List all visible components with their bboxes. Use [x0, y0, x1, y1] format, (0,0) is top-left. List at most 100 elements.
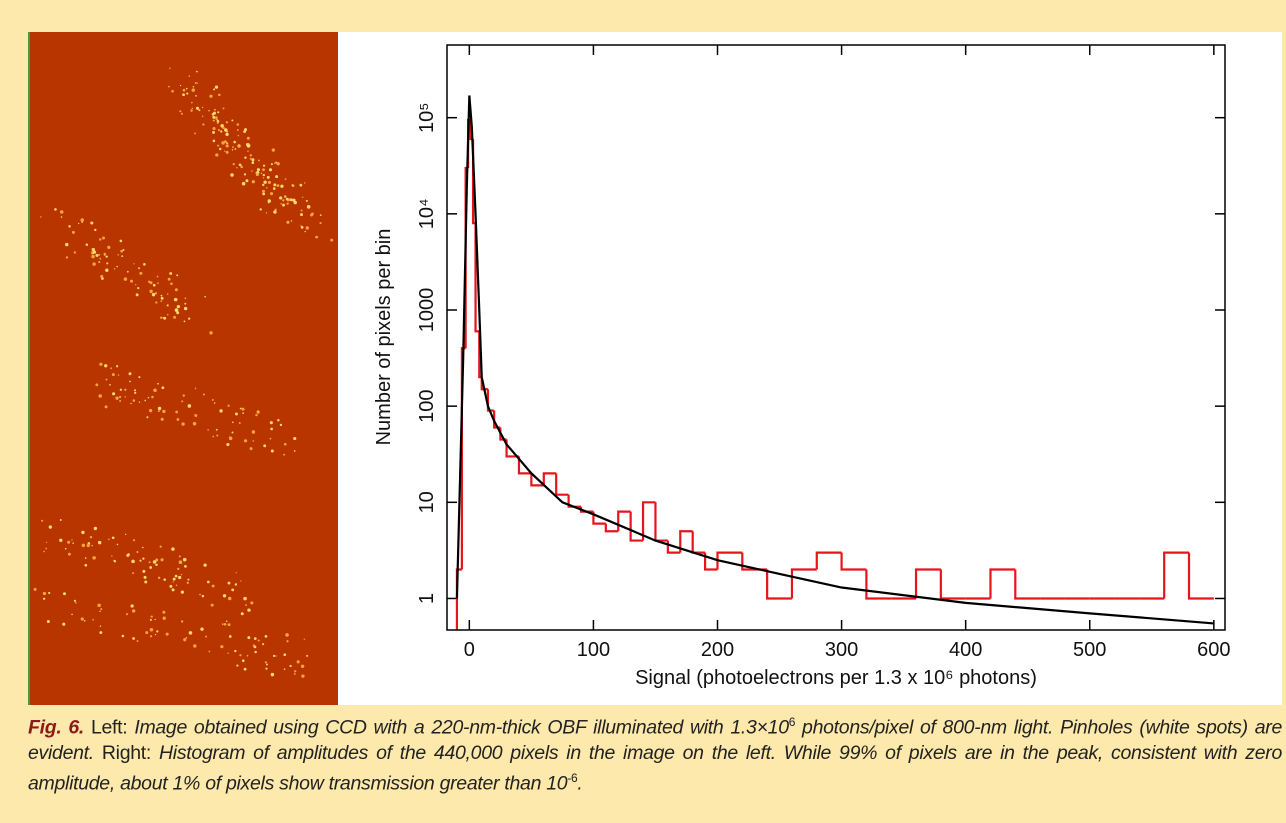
pinhole	[97, 540, 102, 545]
pinhole	[131, 609, 136, 613]
pinhole	[224, 128, 228, 132]
pinhole	[174, 574, 178, 578]
x-axis-label: Signal (photoelectrons per 1.3 x 10⁶ pho…	[635, 667, 1037, 689]
pinhole	[160, 417, 164, 421]
pinhole	[134, 284, 137, 286]
pinhole	[300, 664, 305, 669]
pinhole	[289, 198, 293, 202]
pinhole	[306, 205, 311, 209]
pinhole	[235, 412, 238, 416]
pinhole	[234, 148, 237, 150]
pinhole	[160, 294, 163, 297]
pinhole	[71, 613, 73, 616]
pinhole	[92, 250, 97, 254]
pinhole	[264, 661, 267, 664]
pinhole	[175, 410, 179, 414]
histogram-bin	[790, 568, 817, 599]
pinhole	[305, 199, 308, 202]
pinhole	[45, 541, 48, 544]
pinhole	[128, 372, 132, 376]
caption: Fig. 6. Left: Image obtained using CCD w…	[28, 710, 1282, 796]
pinhole	[238, 422, 241, 424]
pinhole	[186, 92, 189, 95]
pinhole	[73, 599, 76, 602]
pinhole	[212, 115, 216, 119]
pinhole	[262, 192, 266, 196]
pinhole	[286, 202, 289, 205]
pinhole	[109, 383, 111, 386]
pinhole	[238, 144, 240, 147]
pinhole	[227, 404, 230, 407]
pinhole	[275, 175, 279, 179]
pinhole	[272, 654, 276, 657]
figure-label: Fig. 6.	[28, 716, 85, 739]
pinhole	[111, 555, 113, 557]
pinhole	[150, 615, 153, 618]
pinhole	[247, 636, 251, 640]
histogram-bin	[555, 473, 569, 496]
pinhole	[311, 212, 314, 216]
pinhole	[149, 618, 152, 621]
pinhole	[159, 545, 162, 548]
pinhole	[300, 213, 303, 217]
pinhole	[62, 622, 66, 626]
pinhole	[163, 316, 167, 320]
pinhole	[99, 631, 103, 634]
pinhole	[231, 421, 234, 424]
pinhole	[84, 557, 87, 559]
pinhole	[124, 533, 127, 536]
pinhole	[144, 580, 148, 584]
histogram-bin	[517, 456, 532, 475]
pinhole	[130, 402, 132, 405]
pinholes	[33, 67, 334, 678]
pinhole	[173, 297, 178, 302]
pinhole	[148, 561, 151, 564]
pinhole	[243, 667, 247, 671]
pinhole	[113, 559, 115, 562]
pinhole	[212, 435, 215, 438]
pinhole	[188, 631, 193, 635]
pinhole	[182, 93, 185, 97]
pinhole	[251, 180, 255, 184]
pinhole	[176, 304, 181, 309]
pinhole	[160, 316, 163, 319]
pinhole	[98, 394, 102, 398]
pinhole	[156, 275, 159, 278]
pinhole	[180, 112, 183, 115]
pinhole	[262, 164, 266, 167]
pinhole	[296, 660, 300, 664]
pinhole	[170, 282, 173, 286]
pinhole	[171, 588, 175, 592]
pinhole	[262, 174, 265, 177]
pinhole	[90, 221, 94, 225]
pinhole	[118, 395, 122, 399]
pinhole	[247, 150, 249, 152]
pinhole	[220, 130, 223, 133]
pinhole	[185, 637, 188, 639]
pinhole	[254, 650, 257, 654]
histogram-bin	[679, 530, 693, 553]
pinhole	[137, 287, 140, 290]
x-tick-label: 0	[464, 639, 475, 661]
pinhole	[217, 128, 220, 132]
pinhole	[207, 580, 210, 584]
pinhole	[243, 130, 247, 133]
pinhole	[284, 178, 287, 180]
pinhole	[179, 84, 182, 87]
pinhole	[181, 422, 185, 426]
pinhole	[293, 672, 296, 675]
pinhole	[273, 210, 277, 214]
pinhole	[233, 140, 236, 144]
pinhole	[146, 416, 149, 419]
pinhole	[231, 119, 234, 122]
pinhole	[196, 82, 199, 84]
pinhole	[166, 313, 169, 316]
pinhole	[202, 123, 205, 126]
pinhole	[157, 410, 160, 413]
pinhole	[239, 407, 242, 410]
pinhole	[41, 519, 44, 522]
pinhole	[227, 652, 229, 654]
pinhole	[208, 110, 210, 112]
y-axis-label: Number of pixels per bin	[373, 229, 395, 446]
